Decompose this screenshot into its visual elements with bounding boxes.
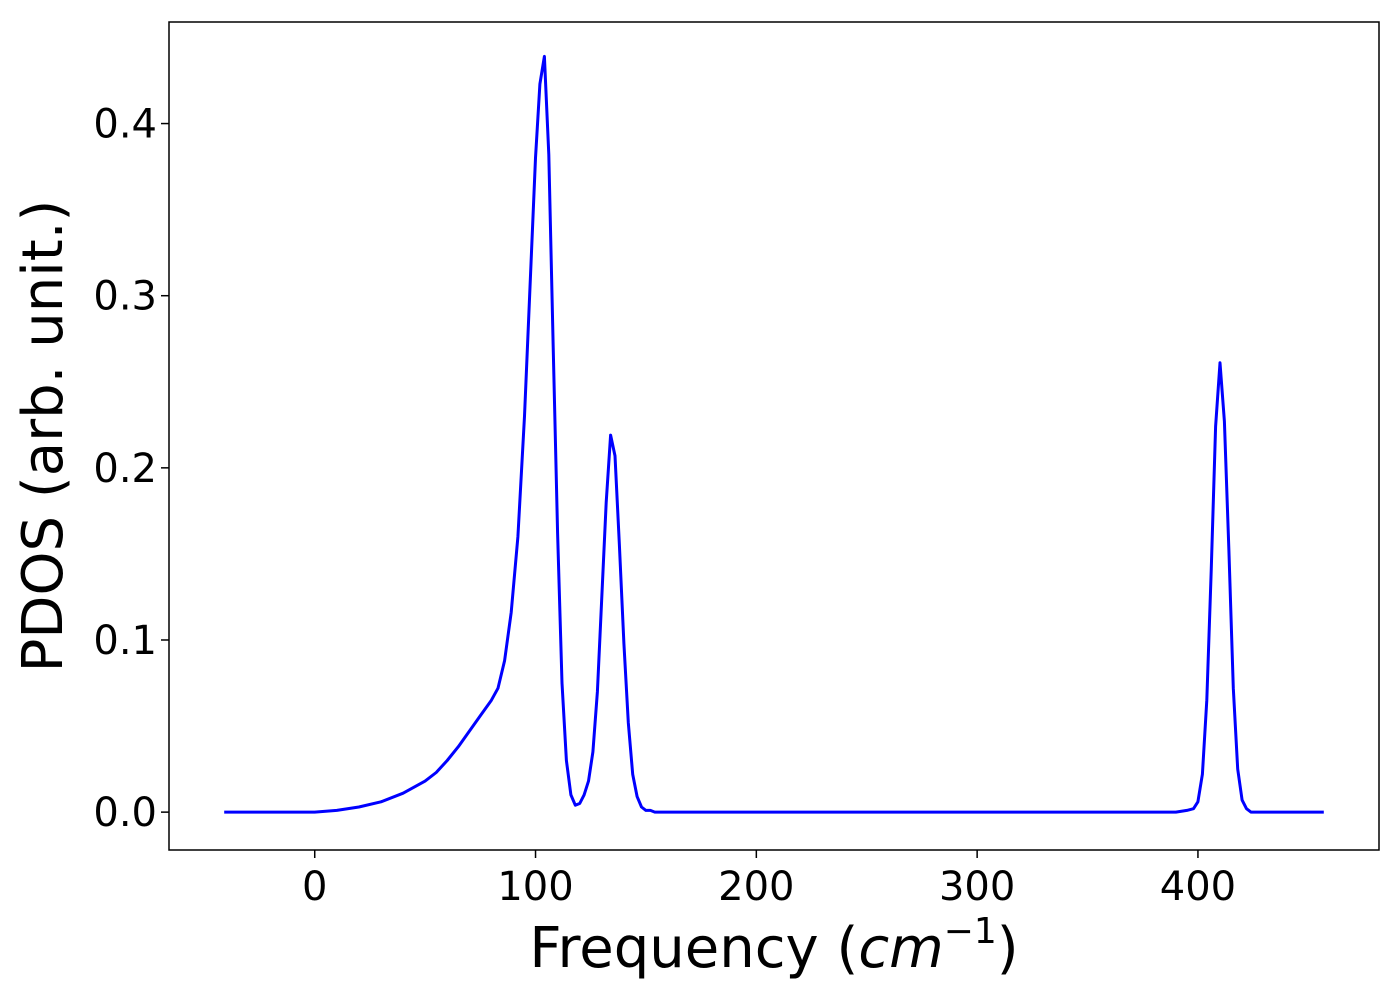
y-tick-label: 0.4 (93, 102, 157, 148)
y-tick-label: 0.2 (93, 446, 157, 492)
x-axis-label-exponent: −1 (944, 911, 997, 952)
plot-frame (168, 21, 1380, 851)
y-tick-label: 0.1 (93, 618, 157, 664)
pdos-series-line (224, 54, 1324, 814)
x-axis-label-unit: cm (858, 916, 943, 981)
x-tick-label: 300 (939, 864, 1015, 910)
y-axis-label: PDOS (arb. unit.) (11, 200, 76, 673)
x-axis-label: Frequency (cm−1) (529, 911, 1018, 981)
y-tick-label: 0.0 (93, 790, 157, 836)
x-tick-label: 0 (302, 864, 327, 910)
y-axis-ticks: 0.0 0.1 0.2 0.3 0.4 (93, 102, 169, 836)
plot-background (169, 22, 1379, 850)
x-tick-label: 200 (718, 864, 794, 910)
x-axis-ticks: 0 100 200 300 400 (302, 850, 1236, 910)
x-tick-label: 400 (1160, 864, 1236, 910)
x-axis-label-text: Frequency (529, 916, 818, 981)
x-tick-label: 100 (497, 864, 573, 910)
y-tick-label: 0.3 (93, 274, 157, 320)
